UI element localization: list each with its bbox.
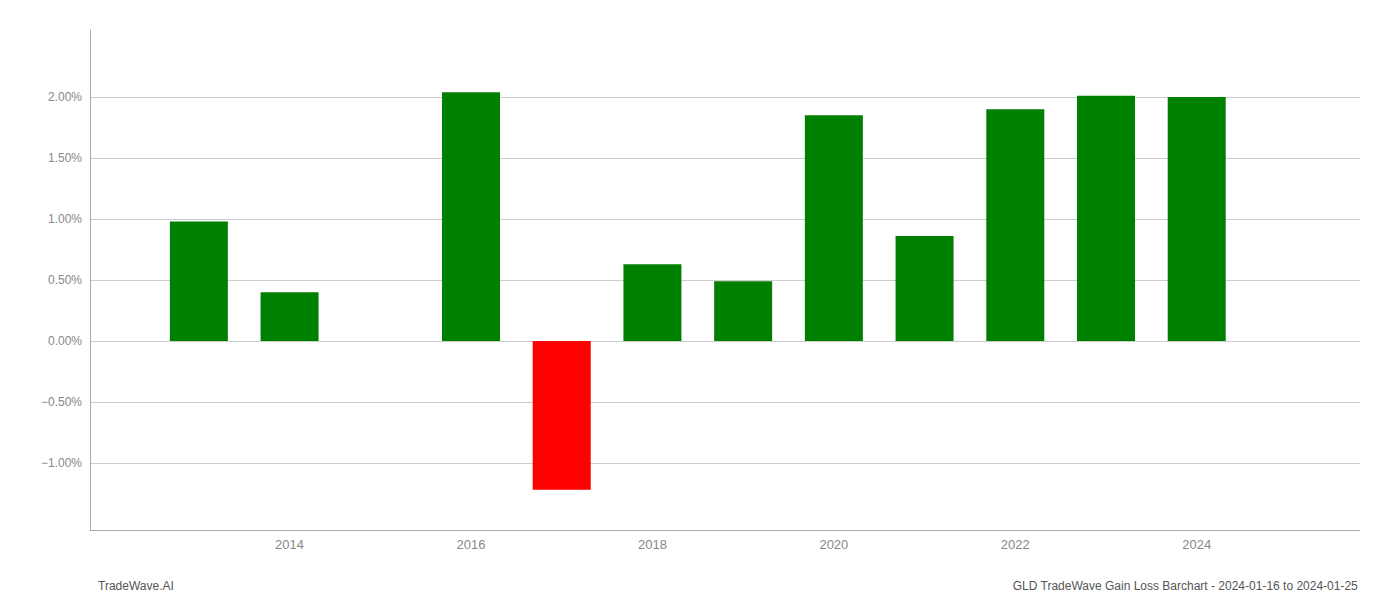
svg-text:1.50%: 1.50% bbox=[48, 151, 82, 165]
svg-text:1.00%: 1.00% bbox=[48, 212, 82, 226]
svg-text:2014: 2014 bbox=[275, 537, 304, 552]
svg-text:−0.50%: −0.50% bbox=[41, 395, 82, 409]
svg-text:2.00%: 2.00% bbox=[48, 90, 82, 104]
svg-text:TradeWave.AI: TradeWave.AI bbox=[98, 579, 174, 593]
svg-text:2020: 2020 bbox=[819, 537, 848, 552]
svg-text:GLD TradeWave Gain Loss Barcha: GLD TradeWave Gain Loss Barchart - 2024-… bbox=[1013, 579, 1358, 593]
svg-text:2024: 2024 bbox=[1182, 537, 1211, 552]
svg-text:2016: 2016 bbox=[457, 537, 486, 552]
svg-text:0.50%: 0.50% bbox=[48, 273, 82, 287]
svg-text:0.00%: 0.00% bbox=[48, 334, 82, 348]
svg-text:2018: 2018 bbox=[638, 537, 667, 552]
svg-text:−1.00%: −1.00% bbox=[41, 456, 82, 470]
svg-text:2022: 2022 bbox=[1001, 537, 1030, 552]
